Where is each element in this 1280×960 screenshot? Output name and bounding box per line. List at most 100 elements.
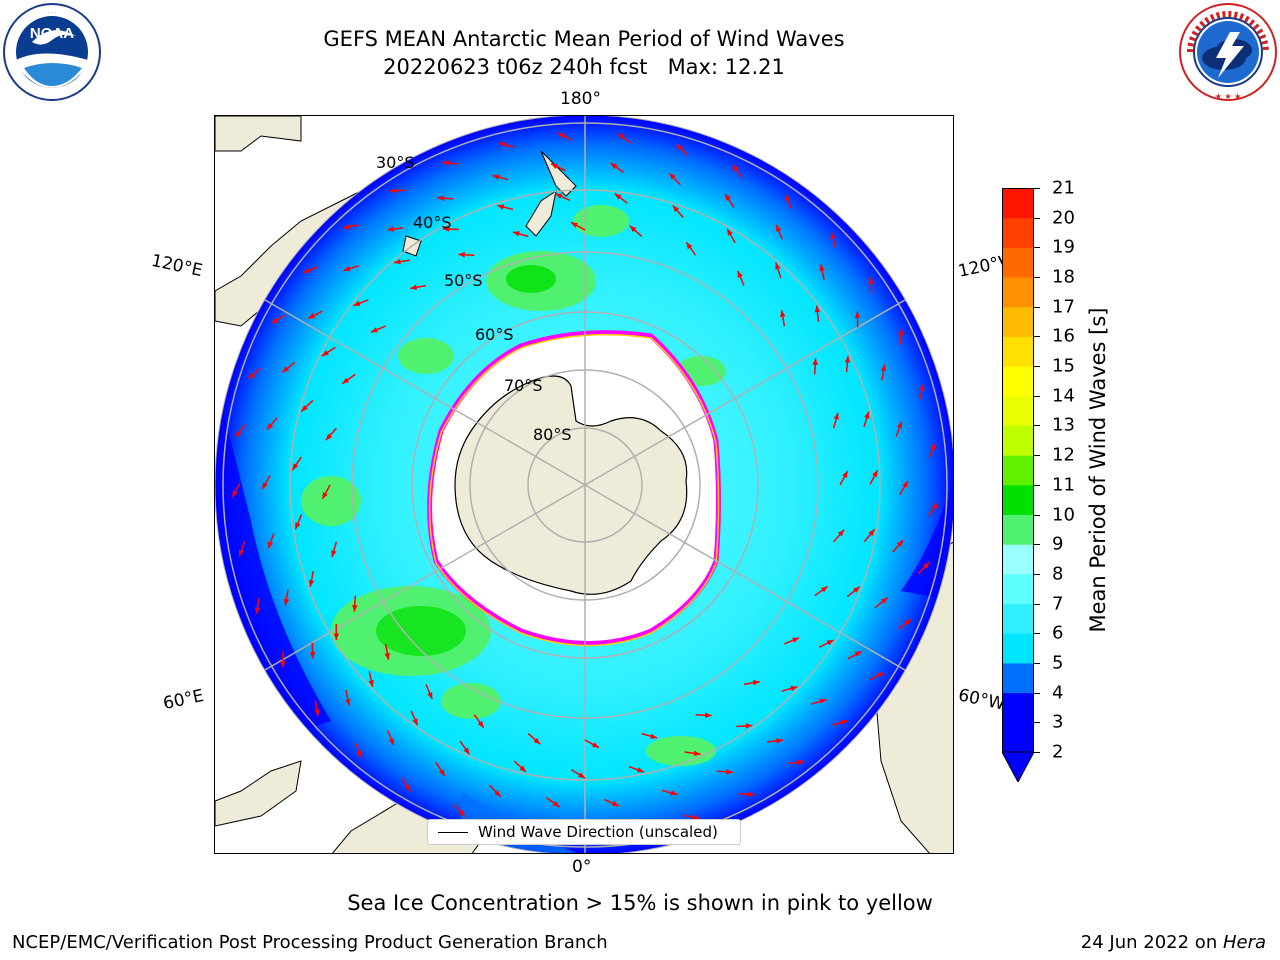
wind-wave-arrowhead [271, 317, 279, 324]
wind-wave-arrowhead [384, 652, 390, 660]
wind-wave-arrowhead [302, 267, 310, 273]
wind-wave-arrowhead [614, 193, 622, 200]
wind-wave-arrowhead [880, 597, 888, 604]
wind-wave-arrowhead [322, 492, 328, 500]
svg-text:· · ·: · · · [48, 10, 56, 16]
colorbar-band [1002, 603, 1034, 634]
wind-wave-arrowhead [442, 160, 450, 166]
wind-wave-arrowhead [745, 723, 753, 729]
colorbar-tick-label: 14 [1052, 385, 1075, 407]
wind-wave-arrowhead [232, 490, 238, 498]
wind-wave-arrowhead [776, 224, 782, 232]
wind-wave-arrowhead [235, 430, 242, 438]
wind-wave-arrowhead [387, 226, 394, 232]
colorbar-tick-mark [1034, 662, 1040, 664]
wind-wave-arrowhead [676, 144, 684, 151]
wind-wave-arrowhead [814, 305, 821, 313]
colorbar-band [1002, 573, 1034, 605]
map-canvas [215, 116, 953, 853]
legend-label: Wind Wave Direction (unscaled) [478, 823, 718, 841]
wind-wave-arrowhead [930, 443, 936, 451]
colorbar-band [1002, 455, 1034, 486]
wind-wave-arrowhead [775, 262, 781, 270]
wind-wave-arrowhead [672, 205, 680, 213]
wind-wave-arrowhead [477, 720, 484, 728]
wind-wave-arrowhead [919, 384, 925, 392]
colorbar-tick-label: 18 [1052, 266, 1075, 288]
sea-ice-note: Sea Ice Concentration > 15% is shown in … [347, 891, 933, 915]
colorbar-tick-mark [1034, 188, 1040, 189]
wind-wave-arrowhead [650, 733, 658, 739]
wind-wave-arrowhead [283, 598, 290, 606]
colorbar-tick-label: 6 [1052, 622, 1064, 644]
colorbar-band [1002, 544, 1034, 575]
lon-label-0: 0° [572, 857, 592, 877]
wind-wave-arrowhead [880, 364, 887, 372]
wind-wave-arrowhead [498, 141, 506, 148]
colorbar-band [1002, 336, 1034, 367]
colorbar-tick-label: 9 [1052, 533, 1064, 555]
wind-wave-arrowhead [752, 680, 760, 686]
lat-label-60s: 60°S [475, 325, 514, 344]
wind-wave-arrowhead [693, 750, 701, 757]
colorbar-extend-min [1001, 751, 1035, 784]
wind-wave-arrowhead [931, 502, 938, 510]
colorbar-band [1002, 633, 1034, 664]
wind-wave-arrowhead [308, 313, 316, 319]
lat-label-70s: 70°S [504, 376, 543, 395]
wind-wave-arrowhead [826, 640, 834, 646]
lon-label-120e: 120°E [149, 250, 205, 282]
wind-wave-arrowhead [868, 529, 875, 537]
wind-wave-arrowhead [797, 759, 805, 765]
svg-text:★ ★ ★: ★ ★ ★ [1215, 92, 1242, 101]
wind-wave-arrowhead [812, 358, 818, 365]
wind-wave-arrowhead [636, 767, 644, 773]
wind-wave-arrowhead [578, 772, 585, 779]
wind-wave-arrowhead [412, 718, 418, 726]
colorbar-tick-label: 15 [1052, 355, 1075, 377]
wind-wave-arrowhead [922, 562, 930, 569]
wind-wave-arrowhead [308, 579, 315, 587]
wind-wave-arrowhead [552, 800, 560, 807]
footer-date: 24 Jun 2022 on Hera [1081, 932, 1266, 953]
colorbar-tick-mark [1034, 306, 1040, 308]
map-panel: Wind Wave Direction (unscaled) [214, 115, 954, 854]
wind-wave-arrowhead [512, 231, 520, 237]
wind-wave-arrowhead [370, 327, 378, 333]
wind-wave-arrowhead [394, 258, 401, 265]
wind-wave-arrowhead [533, 737, 541, 745]
wind-wave-arrowhead [321, 350, 329, 356]
colorbar-tick-label: 17 [1052, 296, 1075, 318]
wind-wave-arrowhead [854, 651, 862, 657]
wind-wave-arrowhead [550, 163, 558, 170]
wind-wave-arrowhead [904, 619, 912, 626]
lat-label-40s: 40°S [413, 213, 452, 232]
wind-wave-arrowhead [325, 433, 333, 441]
wind-wave-arrowhead [458, 252, 465, 258]
lon-label-60e: 60°E [161, 685, 206, 715]
wind-wave-arrowhead [737, 270, 743, 278]
colorbar-tick-mark [1034, 633, 1040, 635]
wind-wave-arrowhead [748, 791, 755, 798]
wind-wave-arrowhead [295, 522, 301, 530]
wind-wave-arrowhead [844, 355, 851, 363]
wind-wave-arrowhead [262, 482, 268, 490]
wind-wave-arrowhead [410, 284, 418, 290]
wind-wave-arrowhead [356, 750, 362, 758]
wind-wave-arrowhead [352, 605, 358, 612]
wind-wave-arrowhead [267, 541, 274, 549]
colorbar-tick-mark [1034, 247, 1040, 249]
wind-wave-arrowhead [342, 377, 350, 384]
colorbar-tick-mark [1034, 603, 1040, 605]
wind-wave-arrowhead [309, 652, 316, 659]
wind-wave-arrowhead [612, 800, 620, 807]
wind-wave-arrowhead [830, 232, 836, 240]
colorbar-tick-mark [1034, 217, 1040, 219]
lat-label-80s: 80°S [533, 425, 572, 444]
wind-wave-arrowhead [331, 550, 337, 558]
wind-wave-arrowhead [592, 742, 600, 748]
wind-wave-arrowhead [248, 372, 256, 379]
lat-label-50s: 50°S [444, 271, 483, 290]
wind-wave-arrowhead [439, 769, 445, 776]
wind-wave-arrowhead [292, 463, 299, 471]
